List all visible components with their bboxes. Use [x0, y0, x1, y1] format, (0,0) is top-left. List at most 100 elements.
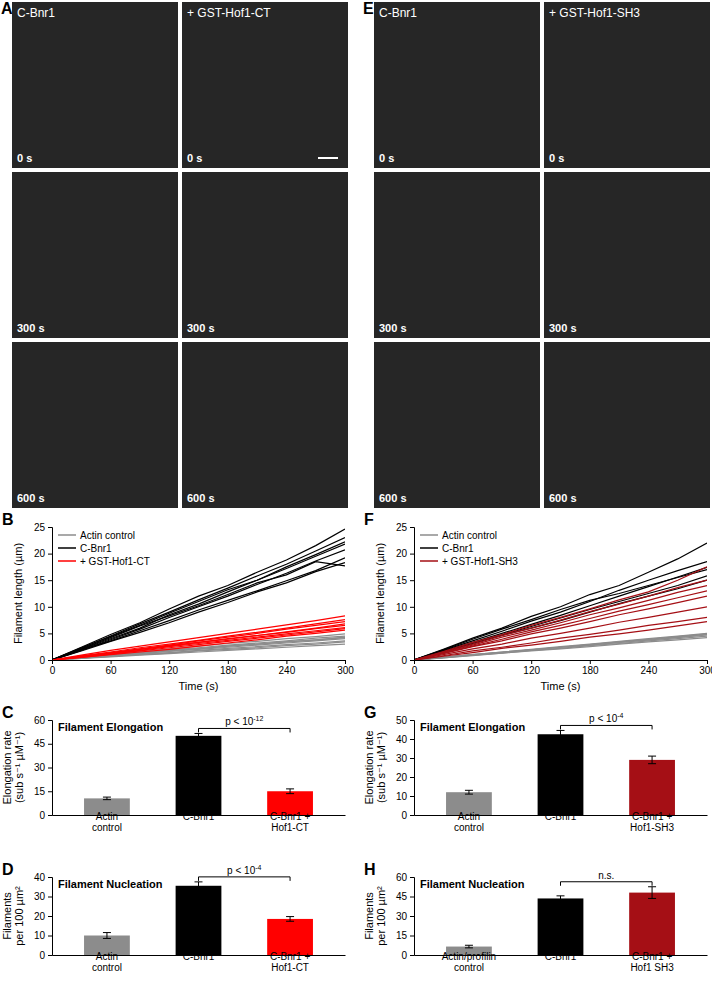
condition-label: C-Bnr1 — [17, 6, 55, 20]
bar — [176, 886, 222, 955]
y-tick-mark — [410, 796, 414, 797]
y-tick-mark — [48, 607, 52, 608]
image-panel: E0 sC-Bnr10 s+ GST-Hof1-SH3300 s300 s600… — [363, 0, 710, 508]
y-tick-label: 30 — [396, 911, 408, 922]
y-tick-label: 0 — [401, 950, 407, 961]
y-tick: 15 — [396, 575, 414, 586]
category-label: Actincontrol — [92, 811, 122, 833]
x-axis-title: Time (s) — [179, 680, 219, 692]
y-tick-mark — [48, 580, 52, 581]
y-tick-label: 40 — [34, 872, 46, 883]
y-tick-mark — [48, 720, 52, 721]
y-tick: 5 — [39, 628, 52, 639]
legend-swatch — [58, 534, 76, 536]
y-tick: 10 — [396, 791, 414, 802]
y-tick: 20 — [34, 911, 52, 922]
error-bar — [648, 887, 656, 899]
legend-label: C-Bnr1 — [442, 543, 474, 554]
y-tick-label: 0 — [39, 655, 45, 666]
y-tick: 0 — [39, 950, 52, 961]
y-tick-label: 10 — [34, 930, 46, 941]
axis-line — [48, 528, 53, 661]
filament-trace — [52, 622, 345, 660]
y-tick-mark — [48, 527, 52, 528]
plot-bars — [84, 733, 313, 815]
x-tick: C-Bnr1 +Hof1-CT — [270, 951, 310, 973]
y-tick: 0 — [39, 810, 52, 821]
filament-trace — [52, 562, 345, 660]
plot-lines — [414, 543, 707, 660]
error-bar — [286, 789, 294, 794]
x-tick: C-Bnr1 — [183, 811, 215, 822]
bar — [538, 898, 584, 955]
micrograph — [374, 342, 540, 508]
x-axis: Actin/profilincontrolC-Bnr1C-Bnr1 +Hof1 … — [415, 951, 708, 973]
y-tick-mark — [410, 916, 414, 917]
y-axis: 01020304050 — [396, 715, 415, 821]
micrograph — [182, 172, 348, 338]
significance-bracket — [561, 725, 653, 729]
x-tick-mark — [169, 660, 170, 664]
legend-label: Actin control — [80, 530, 135, 541]
category-label: C-Bnr1 +Hof1 SH3 — [630, 951, 674, 973]
x-tick: C-Bnr1 — [545, 951, 577, 962]
y-tick-mark — [410, 554, 414, 555]
bar — [176, 736, 222, 815]
y-tick: 25 — [396, 522, 414, 533]
x-axis: ActincontrolC-Bnr1C-Bnr1 +Hof1-SH3 — [415, 811, 708, 833]
panel-letter: F — [364, 511, 374, 528]
time-label: 600 s — [187, 492, 215, 504]
filament-trace — [52, 558, 345, 660]
x-tick-label: 180 — [220, 665, 237, 676]
y-tick: 0 — [39, 655, 52, 666]
chart-title: Filament Elongation — [420, 721, 525, 733]
bar-chart: GActincontrolC-Bnr1C-Bnr1 +Hof1-SH301020… — [363, 704, 708, 833]
y-tick-mark — [410, 607, 414, 608]
legend-swatch — [58, 560, 76, 562]
legend-label: Actin control — [442, 530, 497, 541]
y-tick-label: 5 — [39, 628, 45, 639]
y-tick-label: 20 — [396, 772, 408, 783]
micrograph — [12, 172, 178, 338]
y-axis-title: Filamentsper 100 µm² — [363, 886, 387, 946]
y-tick-mark — [48, 936, 52, 937]
condition-label: + GST-Hof1-SH3 — [549, 6, 640, 20]
x-tick: 120 — [161, 660, 178, 676]
y-tick: 15 — [34, 786, 52, 797]
y-tick-label: 20 — [396, 548, 408, 559]
y-tick: 30 — [34, 891, 52, 902]
y-tick-label: 60 — [396, 872, 408, 883]
bar-chart: HActin/profilincontrolC-Bnr1C-Bnr1 +Hof1… — [363, 861, 708, 973]
y-tick: 20 — [396, 772, 414, 783]
micrograph — [374, 2, 540, 168]
scale-bar — [318, 157, 338, 159]
y-tick-label: 15 — [396, 575, 408, 586]
image-panel: A0 sC-Bnr10 s+ GST-Hof1-CT300 s300 s600 … — [1, 0, 348, 508]
micrograph — [544, 2, 710, 168]
panel-letter: E — [363, 0, 374, 17]
category-label: C-Bnr1 — [545, 951, 577, 962]
x-tick-label: 60 — [468, 665, 480, 676]
time-label: 300 s — [549, 322, 577, 334]
line-chart: B060120180240300Time (s)0510152025Filame… — [2, 511, 354, 692]
legend-label: + GST-Hof1-SH3 — [442, 556, 518, 567]
condition-label: + GST-Hof1-CT — [187, 6, 271, 20]
x-tick-label: 120 — [523, 665, 540, 676]
micrograph — [182, 2, 348, 168]
y-axis-title: Elongation rate(sub s⁻¹ µM⁻¹) — [363, 731, 387, 805]
y-tick-mark — [48, 815, 52, 816]
bar — [629, 893, 675, 955]
error-bar — [557, 730, 565, 738]
axis-line — [410, 878, 415, 956]
filament-trace — [52, 616, 345, 660]
y-tick-label: 5 — [401, 628, 407, 639]
bar — [629, 760, 675, 815]
x-tick: C-Bnr1 +Hof1-SH3 — [630, 811, 674, 833]
x-tick: C-Bnr1 — [183, 951, 215, 962]
significance-bracket — [199, 728, 291, 732]
y-tick-mark — [48, 633, 52, 634]
x-axis: ActincontrolC-Bnr1C-Bnr1 +Hof1-CT — [53, 811, 346, 833]
y-tick: 60 — [396, 872, 414, 883]
axis-line — [415, 661, 708, 665]
time-label: 300 s — [187, 322, 215, 334]
